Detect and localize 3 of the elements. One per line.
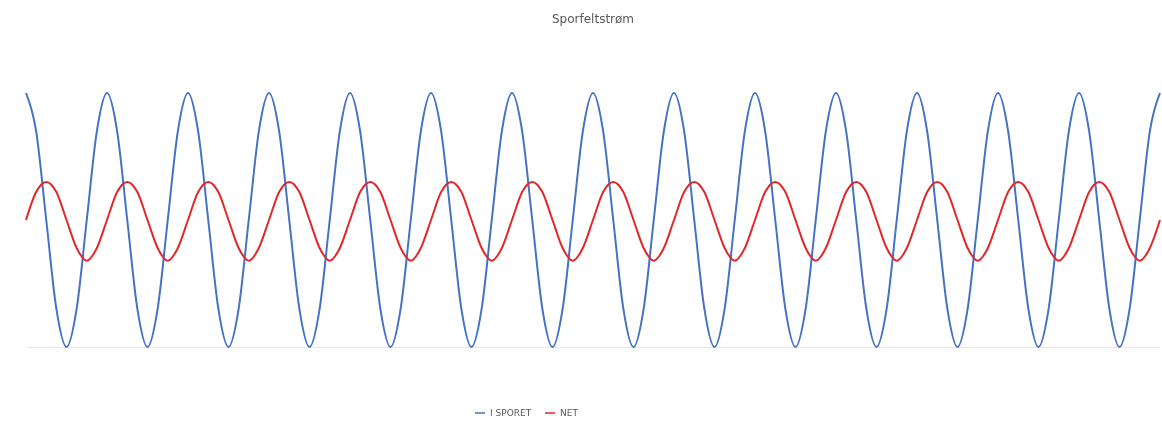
legend-label: I SPORET [490,408,532,418]
chart-title: Sporfeltstrøm [551,12,635,26]
legend-label: NET [560,408,579,418]
